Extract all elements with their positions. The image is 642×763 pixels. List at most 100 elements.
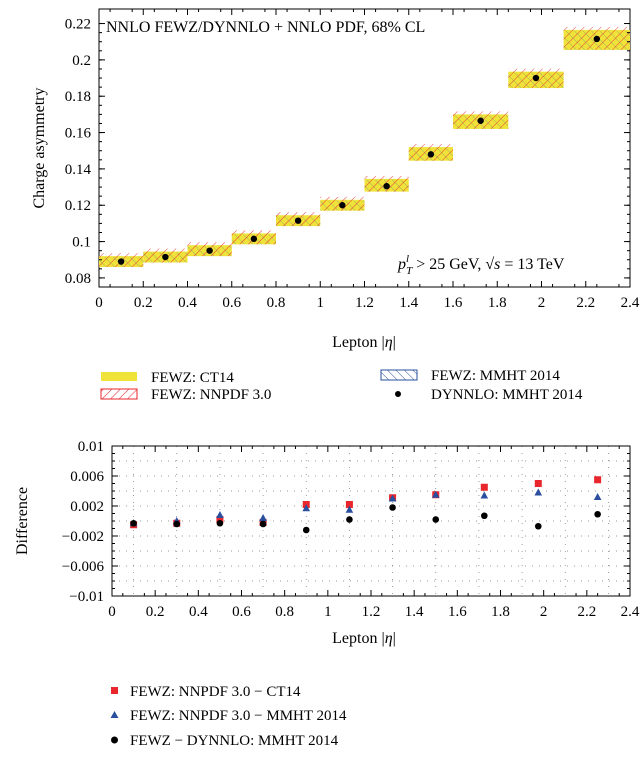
fewz-dynnlo-point-7 bbox=[432, 516, 440, 523]
dynnlo-point-5 bbox=[339, 202, 346, 209]
fewz-dynnlo-point-0 bbox=[130, 519, 137, 527]
top-title: NNLO FEWZ/DYNNLO + NNLO PDF, 68% CL bbox=[106, 19, 425, 36]
top-x-axis-label: Lepton |η| bbox=[332, 334, 396, 351]
fewz-dynnlo-point-3 bbox=[259, 520, 267, 528]
bottom-y-tick-label-3: −0.002 bbox=[62, 529, 104, 545]
dynnlo-point-4 bbox=[294, 217, 302, 224]
top-y-tick-label-0: 0.08 bbox=[65, 271, 91, 287]
top-y-tick-label-7: 0.22 bbox=[65, 17, 91, 33]
annotation-p: p bbox=[397, 256, 406, 273]
y-ticks: 0.08 0.1 0.12 0.14 0.16 0.18 0.2 0.22 bbox=[65, 17, 630, 287]
bottom-x-tick-label-3: 0.6 bbox=[232, 604, 251, 620]
bottom-y-tick-label-0: 0.01 bbox=[78, 439, 104, 455]
dynnlo-point-3 bbox=[250, 235, 258, 243]
bottom-y-tick-label-4: −0.006 bbox=[62, 559, 105, 575]
nnpdf-mmht-point-3 bbox=[259, 514, 267, 521]
top-x-tick-label-5: 1 bbox=[317, 295, 325, 311]
top-plot-frame bbox=[98, 8, 631, 288]
top-x-tick-label-0: 0 bbox=[95, 295, 103, 311]
top-legend: FEWZ: CT14 FEWZ: NNPDF 3.0 FEWZ: MMHT 20… bbox=[100, 368, 583, 403]
top-y-tick-label-4: 0.16 bbox=[65, 126, 92, 142]
top-y-tick-label-5: 0.18 bbox=[65, 89, 91, 105]
fewz-dynnlo-point-4 bbox=[302, 526, 310, 534]
top-x-tick-label-10: 2 bbox=[538, 295, 546, 311]
bottom-x-tick-label-8: 1.6 bbox=[448, 604, 467, 620]
fewz-dynnlo-point-8 bbox=[481, 512, 488, 520]
difference-plot: 0 0.2 0.4 0.6 0.8 1 1.2 1.4 1.6 1.8 2 2.2 2.4 0.010.… bbox=[14, 439, 640, 647]
annotation-sup: l bbox=[406, 253, 409, 265]
dotted-grid bbox=[112, 446, 630, 596]
bottom-legend: FEWZ: NNPDF 3.0 − CT14 FEWZ: NNPDF 3.0 −… bbox=[110, 684, 347, 749]
bottom-x-tick-label-0: 0 bbox=[108, 604, 116, 620]
fewz-dynnlo-point-6 bbox=[389, 504, 396, 511]
legend-ct14-swatch bbox=[101, 372, 137, 381]
bottom-x-tick-label-10: 2 bbox=[540, 604, 548, 620]
annotation-root: s bbox=[494, 256, 500, 273]
y-ticks: 0.01 0.006 0.002 −0.002 −0.006 −0.01 bbox=[62, 439, 630, 605]
bottom-x-tick-label-11: 2.2 bbox=[577, 604, 596, 620]
top-x-tick-label-8: 1.6 bbox=[444, 295, 463, 311]
bottom-x-tick-label-12: 2.4 bbox=[621, 604, 640, 620]
bottom-y-tick-label-2: 0.002 bbox=[70, 499, 104, 515]
nnpdf-mmht-point-6 bbox=[388, 494, 397, 502]
x-ticks: 0 0.2 0.4 0.6 0.8 1 1.2 1.4 1.6 1.8 2 2.2 2.4 bbox=[108, 446, 640, 620]
charge-asymmetry-plot: 0 0.2 0.4 0.6 0.8 1 1.2 1.4 1.6 1.8 2 2.2 2.4 0.080.… bbox=[31, 8, 640, 351]
nnpdf-mmht-point-10 bbox=[593, 493, 602, 500]
dynnlo-point-0 bbox=[117, 258, 125, 265]
dynnlo-point-6 bbox=[383, 182, 390, 190]
fewz-dynnlo-point-10 bbox=[594, 510, 601, 518]
dynnlo-point-10 bbox=[593, 35, 601, 43]
top-x-tick-label-3: 0.6 bbox=[222, 295, 241, 311]
legend-nnpdf-mmht-marker bbox=[110, 711, 119, 718]
nnpdf-ct14-point-9 bbox=[534, 480, 542, 487]
dynnlo-point-7 bbox=[427, 151, 435, 158]
bottom-x-tick-label-7: 1.4 bbox=[405, 604, 424, 620]
bottom-y-tick-label-1: 0.006 bbox=[70, 469, 104, 485]
top-x-tick-label-12: 2.4 bbox=[621, 295, 640, 311]
fewz-dynnlo-point-5 bbox=[346, 516, 353, 523]
bottom-x-axis-label: Lepton |η| bbox=[332, 630, 396, 647]
legend-dynnlo-label: DYNNLO: MMHT 2014 bbox=[431, 387, 583, 403]
top-y-tick-label-3: 0.14 bbox=[65, 162, 92, 178]
fewz-dynnlo-point-2 bbox=[216, 519, 224, 527]
nnpdf-mmht-point-2 bbox=[216, 511, 224, 518]
bottom-x-tick-label-2: 0.4 bbox=[189, 604, 208, 620]
legend-mmht-swatch bbox=[380, 369, 418, 381]
bottom-x-tick-label-6: 1.2 bbox=[362, 604, 381, 620]
nnpdf-mmht-point-9 bbox=[534, 488, 543, 496]
points-layer bbox=[117, 35, 601, 265]
top-y-tick-label-6: 0.2 bbox=[72, 53, 91, 69]
legend-ct14-label: FEWZ: CT14 bbox=[151, 370, 234, 386]
fewz-dynnlo-point-9 bbox=[534, 522, 542, 530]
legend-fewz-dynnlo-label: FEWZ − DYNNLO: MMHT 2014 bbox=[130, 733, 339, 749]
legend-fewz-dynnlo-marker bbox=[111, 736, 118, 744]
annotation-energy: = 13 TeV bbox=[500, 256, 564, 273]
bottom-x-tick-label-1: 0.2 bbox=[146, 604, 165, 620]
legend-nnpdf-swatch bbox=[100, 388, 138, 400]
annotation-root-sign: √ bbox=[485, 256, 494, 273]
bands-layer bbox=[99, 26, 630, 268]
points-layer bbox=[129, 476, 602, 534]
nnpdf-mmht-point-4 bbox=[302, 504, 311, 512]
annotation-cut: > 25 GeV, bbox=[412, 256, 485, 273]
nnpdf-mmht-point-5 bbox=[345, 505, 354, 513]
nnpdf-mmht-point-8 bbox=[480, 491, 489, 499]
top-y-axis-label: Charge asymmetry bbox=[31, 87, 48, 208]
top-x-tick-label-9: 1.8 bbox=[488, 295, 507, 311]
x-ticks: 0 0.2 0.4 0.6 0.8 1 1.2 1.4 1.6 1.8 2 2.2 2.4 bbox=[95, 9, 640, 311]
annotation-sub: T bbox=[406, 265, 413, 277]
dynnlo-point-8 bbox=[477, 117, 484, 124]
legend-nnpdf-label: FEWZ: NNPDF 3.0 bbox=[151, 387, 271, 403]
bottom-x-tick-label-9: 1.8 bbox=[491, 604, 510, 620]
top-x-tick-label-1: 0.2 bbox=[134, 295, 153, 311]
nnpdf-ct14-point-8 bbox=[480, 483, 488, 491]
bottom-y-tick-label-5: −0.01 bbox=[69, 589, 104, 605]
top-x-tick-label-11: 2.2 bbox=[576, 295, 595, 311]
nnpdf-ct14-point-10 bbox=[594, 476, 602, 484]
legend-nnpdf-ct14-marker bbox=[111, 687, 118, 694]
dynnlo-point-9 bbox=[532, 74, 540, 82]
nnpdf-ct14-point-5 bbox=[345, 501, 353, 508]
top-y-tick-label-2: 0.12 bbox=[65, 198, 91, 214]
fewz-dynnlo-point-1 bbox=[173, 520, 181, 528]
